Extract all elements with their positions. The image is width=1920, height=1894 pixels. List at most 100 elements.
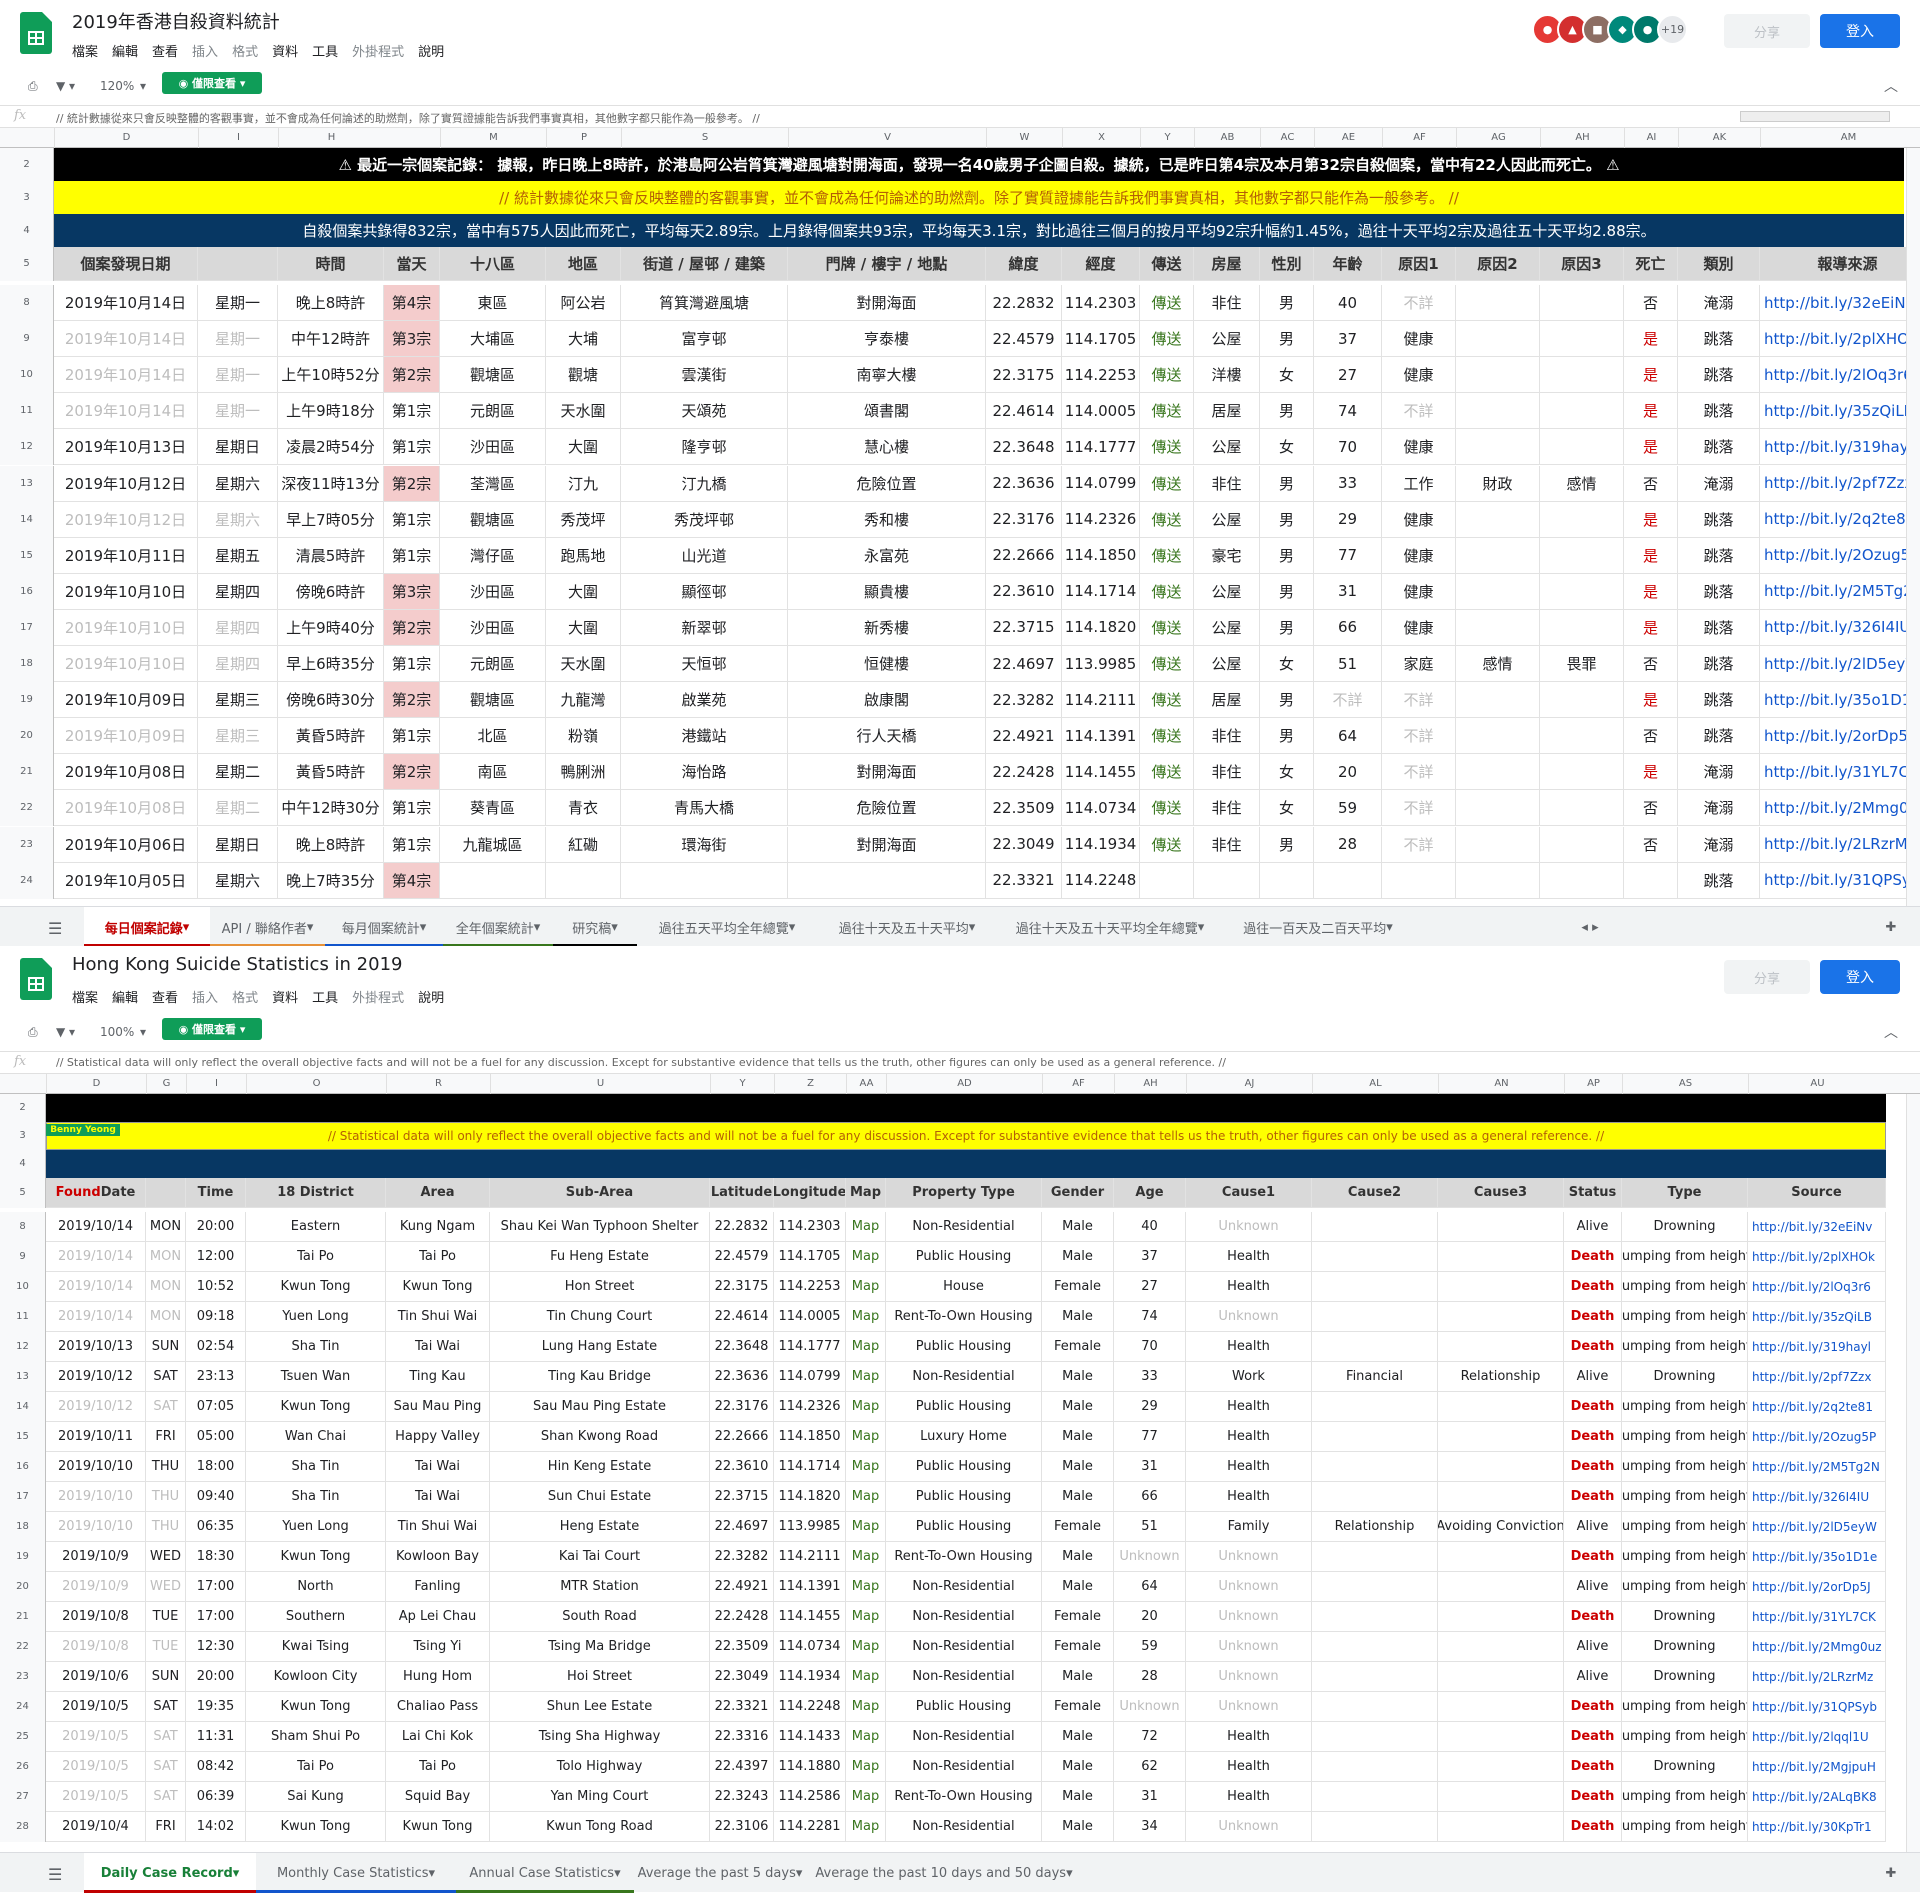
tab-1[interactable]: 每日個案記錄 ▾: [84, 907, 210, 946]
source-link[interactable]: http://bit.ly/31QPSyb: [1748, 1692, 1886, 1722]
column-header[interactable]: I: [198, 128, 278, 148]
column-header[interactable]: AL: [1312, 1074, 1438, 1094]
row-number[interactable]: 17: [0, 609, 54, 646]
row-number[interactable]: 9: [0, 321, 54, 358]
chevron-down-icon[interactable]: ▾: [788, 919, 796, 935]
source-link[interactable]: http://bit.ly/2plXHOk: [1760, 321, 1920, 358]
map-link[interactable]: Map: [846, 1782, 886, 1812]
formula-content[interactable]: // 統計數據從來只會反映整體的客觀事實，並不會成為任何論述的助燃劑，除了實質證…: [56, 112, 760, 125]
map-link[interactable]: Map: [846, 1572, 886, 1602]
row-number[interactable]: 13: [0, 465, 54, 502]
row-number[interactable]: 23: [0, 1662, 46, 1692]
chevron-down-icon[interactable]: ▾: [428, 1865, 436, 1881]
column-header[interactable]: AS: [1622, 1074, 1748, 1094]
source-link[interactable]: http://bit.ly/326I4IU: [1760, 610, 1920, 646]
row-number[interactable]: 2: [0, 1094, 46, 1122]
menu-format[interactable]: 格式: [232, 45, 259, 60]
spreadsheet-grid[interactable]: D I H M P S V W X Y AB AC AE AF AG AH AI AK AM 2 3 4 ⚠ 最近一宗個案記…: [0, 128, 1920, 906]
map-link[interactable]: Map: [846, 1332, 886, 1362]
tab-1[interactable]: Daily Case Record ▾: [84, 1853, 256, 1893]
filter-icon[interactable]: ▼ ▾: [56, 79, 76, 93]
zoom-select[interactable]: 100%: [100, 1025, 135, 1039]
column-header[interactable]: R: [386, 1074, 490, 1094]
column-header[interactable]: Y: [710, 1074, 774, 1094]
row-number[interactable]: 15: [0, 537, 54, 574]
menu-addons[interactable]: 外掛程式: [352, 45, 405, 60]
source-link[interactable]: http://bit.ly/2plXHOk: [1748, 1242, 1886, 1272]
column-header[interactable]: AF: [1042, 1074, 1114, 1094]
sign-in-button[interactable]: 登入: [1820, 14, 1900, 48]
map-link[interactable]: 傳送: [1140, 357, 1194, 394]
row-number[interactable]: 12: [0, 1332, 46, 1362]
share-button[interactable]: 分享: [1724, 14, 1810, 48]
chevron-down-icon[interactable]: ▾: [182, 919, 190, 935]
vertical-scrollbar[interactable]: [1906, 148, 1920, 906]
chevron-down-icon[interactable]: ▾: [611, 919, 618, 935]
row-number[interactable]: 16: [0, 1452, 46, 1482]
source-link[interactable]: http://bit.ly/2M5Tg2N: [1760, 574, 1920, 610]
row-number[interactable]: 24: [0, 862, 54, 899]
column-header[interactable]: V: [788, 128, 986, 148]
source-link[interactable]: http://bit.ly/2lOq3r6: [1748, 1272, 1886, 1302]
map-link[interactable]: Map: [846, 1542, 886, 1572]
source-link[interactable]: http://bit.ly/2lOq3r6: [1760, 357, 1920, 394]
source-link[interactable]: http://bit.ly/2ALqBK8: [1748, 1782, 1886, 1812]
source-link[interactable]: http://bit.ly/2Mmg0uz: [1760, 790, 1920, 827]
spreadsheet-grid[interactable]: D G I O R U Y Z AA AD AF AH AJ AL AN AP AS AU 2 3 4// Statis…: [0, 1074, 1920, 1852]
source-link[interactable]: http://bit.ly/2orDp5J: [1760, 718, 1920, 755]
tab-5[interactable]: 研究稿 ▾: [553, 907, 637, 946]
row-number[interactable]: 19: [0, 1542, 46, 1572]
source-link[interactable]: http://bit.ly/2q2te81: [1748, 1392, 1886, 1422]
sheets-logo-icon[interactable]: [20, 958, 52, 1000]
vertical-scrollbar[interactable]: [1906, 1094, 1920, 1852]
map-link[interactable]: [1140, 862, 1194, 899]
column-header[interactable]: Z: [774, 1074, 846, 1094]
row-number[interactable]: 10: [0, 357, 54, 394]
tab-5[interactable]: Average the past 10 days and 50 days ▾: [806, 1853, 1082, 1893]
map-link[interactable]: 傳送: [1140, 609, 1194, 646]
tab-scroll-arrows-icon[interactable]: ◂ ▸: [1581, 919, 1599, 935]
column-header[interactable]: AC: [1260, 128, 1314, 148]
tab-8[interactable]: 過往十天及五十天平均全年總覽 ▾: [997, 907, 1223, 946]
column-header[interactable]: W: [986, 128, 1062, 148]
column-header[interactable]: AI: [1624, 128, 1678, 148]
source-link[interactable]: http://bit.ly/31YL7CK: [1748, 1602, 1886, 1632]
column-header[interactable]: D: [54, 128, 198, 148]
map-link[interactable]: Map: [846, 1662, 886, 1692]
chevron-down-icon[interactable]: ▾: [140, 79, 147, 93]
row-number[interactable]: 16: [0, 573, 54, 610]
explore-icon[interactable]: ✚: [1885, 1865, 1897, 1881]
document-title[interactable]: 2019年香港自殺資料統計: [72, 12, 280, 33]
map-link[interactable]: 傳送: [1140, 501, 1194, 538]
chevron-down-icon[interactable]: ▾: [614, 1865, 621, 1881]
source-link[interactable]: http://bit.ly/2MgjpuH: [1748, 1752, 1886, 1782]
map-link[interactable]: Map: [846, 1242, 886, 1272]
menu-edit[interactable]: 編輯: [112, 991, 139, 1006]
source-link[interactable]: http://bit.ly/32eEiNv: [1748, 1212, 1886, 1242]
row-number[interactable]: 13: [0, 1362, 46, 1392]
row-number[interactable]: 10: [0, 1272, 46, 1302]
row-number[interactable]: 11: [0, 1302, 46, 1332]
row-number[interactable]: 20: [0, 1572, 46, 1602]
menu-insert[interactable]: 插入: [192, 45, 219, 60]
menu-data[interactable]: 資料: [272, 45, 299, 60]
chevron-down-icon[interactable]: ▾: [1066, 1865, 1073, 1881]
map-link[interactable]: Map: [846, 1212, 886, 1242]
sign-in-button[interactable]: 登入: [1820, 960, 1900, 994]
view-only-button[interactable]: ◉ 僅限查看 ▾: [162, 1018, 262, 1040]
source-link[interactable]: http://bit.ly/35o1D1e: [1760, 682, 1920, 719]
column-header[interactable]: AH: [1540, 128, 1624, 148]
column-header[interactable]: AK: [1678, 128, 1760, 148]
row-number[interactable]: 8: [0, 1212, 46, 1242]
source-link[interactable]: http://bit.ly/2lD5eyW: [1748, 1512, 1886, 1542]
row-number[interactable]: 17: [0, 1482, 46, 1512]
row-number[interactable]: 28: [0, 1812, 46, 1842]
row-number[interactable]: 22: [0, 790, 54, 827]
menu-insert[interactable]: 插入: [192, 991, 219, 1006]
map-link[interactable]: Map: [846, 1602, 886, 1632]
column-header[interactable]: AU: [1748, 1074, 1886, 1094]
map-link[interactable]: Map: [846, 1392, 886, 1422]
chevron-down-icon[interactable]: ▾: [306, 919, 314, 935]
tab-3[interactable]: 每月個案統計 ▾: [325, 907, 443, 946]
row-number[interactable]: 25: [0, 1722, 46, 1752]
